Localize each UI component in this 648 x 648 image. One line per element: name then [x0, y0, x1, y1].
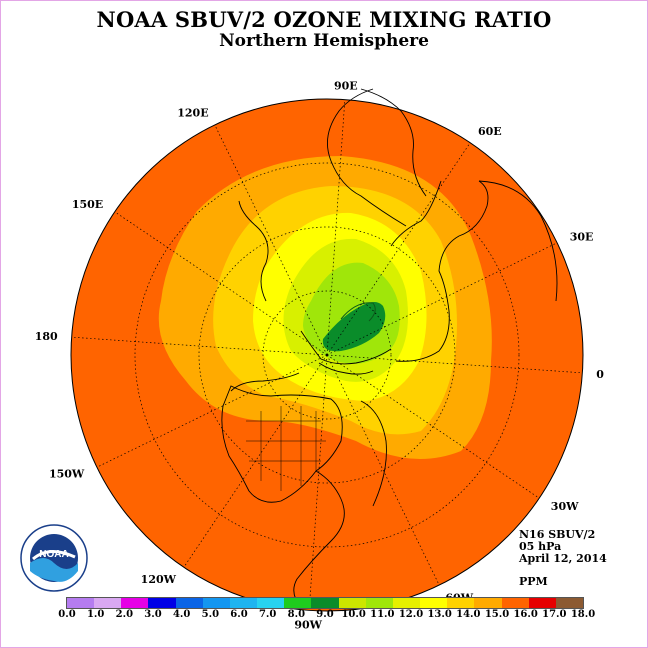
- color-segment: [257, 598, 285, 608]
- color-segment: [67, 598, 95, 608]
- coast-greenland-east: [360, 400, 387, 507]
- coast-europe: [395, 180, 489, 362]
- logo-text: NOAA: [39, 549, 68, 560]
- noaa-logo: NOAA: [20, 524, 88, 592]
- date-label: April 12, 2014: [519, 552, 607, 565]
- color-tick-label: 13.0: [427, 609, 452, 620]
- longitude-label-lon-30w: 30W: [551, 500, 579, 513]
- color-tick-label: 18.0: [570, 609, 596, 620]
- color-tick-label: 12.0: [398, 609, 424, 620]
- color-tick-label: 9.0: [316, 609, 334, 620]
- color-tick-label: 16.0: [513, 609, 538, 620]
- lat-circle: [134, 162, 520, 548]
- color-tick-label: 15.0: [484, 609, 510, 620]
- map-title: NOAA SBUV/2 OZONE MIXING RATIO: [96, 7, 552, 32]
- longitude-label-lon-0: 0: [596, 368, 604, 381]
- longitude-label-lon-150w: 150W: [49, 467, 85, 480]
- color-scale-bar: [66, 597, 584, 609]
- units-label: PPM: [519, 575, 548, 588]
- color-tick-label: 11.0: [370, 609, 395, 620]
- meridian-line: [326, 99, 346, 356]
- color-segment: [365, 598, 393, 608]
- longitude-label-lon-120e: 120E: [177, 106, 208, 119]
- longitude-label-lon-90w: 90W: [294, 618, 322, 631]
- color-segment: [94, 598, 122, 608]
- color-tick-label: 14.0: [456, 609, 481, 620]
- color-tick-label: 0.0: [58, 609, 76, 620]
- color-segment: [501, 598, 529, 608]
- state-lines: [246, 406, 326, 491]
- coast-siberia: [238, 200, 269, 302]
- meridian-line: [114, 211, 328, 356]
- coast-north-america: [221, 385, 343, 503]
- color-tick-label: 8.0: [287, 609, 306, 620]
- ozone-field: [71, 99, 583, 611]
- coastlines: [221, 88, 558, 608]
- color-segment: [338, 598, 366, 608]
- color-tick-label: 4.0: [172, 609, 191, 620]
- longitude-label-lon-60e: 60E: [478, 125, 502, 138]
- color-tick-label: 2.0: [115, 609, 134, 620]
- contour-line: [340, 302, 376, 322]
- color-tick-label: 3.0: [144, 609, 162, 620]
- color-scale-ticks: 0.0 1.0 2.0 3.0 4.0 5.0 6.0 7.0 8.0 9.0 10.0 11.0 12…: [1, 609, 647, 623]
- color-segment: [420, 598, 448, 608]
- color-segment: [447, 598, 475, 608]
- coast-islands: [318, 362, 374, 375]
- longitude-label-lon-90e: 90E: [334, 80, 358, 93]
- coast-alaska: [230, 372, 300, 392]
- color-segment: [474, 598, 502, 608]
- lat-circle: [262, 290, 392, 420]
- coast-arctic: [300, 330, 392, 365]
- meridian-line: [214, 124, 328, 356]
- color-tick-label: 1.0: [86, 609, 105, 620]
- coast-black-sea: [390, 180, 442, 247]
- color-segment: [148, 598, 176, 608]
- meridian-line: [71, 336, 328, 356]
- meridian-line: [326, 242, 558, 356]
- meridian-line: [308, 354, 328, 611]
- meridian-line: [326, 354, 583, 374]
- lat-circle: [198, 226, 456, 484]
- longitude-label-lon-120w: 120W: [141, 573, 177, 586]
- color-tick-label: 6.0: [230, 609, 248, 620]
- color-segment: [392, 598, 421, 608]
- map-subtitle: Northern Hemisphere: [219, 31, 429, 51]
- longitude-label-lon-180: 180: [35, 330, 58, 343]
- longitude-label-lon-150e: 150E: [72, 198, 103, 211]
- color-tick-label: 5.0: [201, 609, 220, 620]
- color-tick-label: 7.0: [258, 609, 277, 620]
- contour-9-10: [322, 302, 386, 352]
- coast-india: [360, 88, 427, 197]
- coast-africa-north: [478, 180, 558, 302]
- color-tick-label: 10.0: [341, 609, 366, 620]
- color-segment: [175, 598, 203, 608]
- color-segment: [284, 598, 312, 608]
- meridian-line: [326, 354, 540, 499]
- color-segment: [311, 598, 339, 608]
- color-segment: [555, 598, 583, 608]
- meridian-line: [326, 354, 440, 586]
- color-segment: [202, 598, 230, 608]
- globe-outline: [70, 98, 584, 612]
- instrument-label: N16 SBUV/2: [519, 528, 596, 541]
- color-segment: [528, 598, 556, 608]
- level-label: 05 hPa: [519, 540, 562, 553]
- longitude-label-lon-30e: 30E: [570, 231, 594, 244]
- meridian-line: [326, 142, 471, 356]
- color-segment: [229, 598, 258, 608]
- coast-central-america: [293, 470, 345, 608]
- us-states: [246, 406, 326, 491]
- color-segment: [121, 598, 149, 608]
- coast-asia-east: [326, 88, 407, 227]
- meridian-line: [96, 354, 328, 468]
- color-tick-label: 17.0: [542, 609, 567, 620]
- longitude-labels: 90E60E30E030W60W90W120W150W180150E120E: [35, 80, 605, 632]
